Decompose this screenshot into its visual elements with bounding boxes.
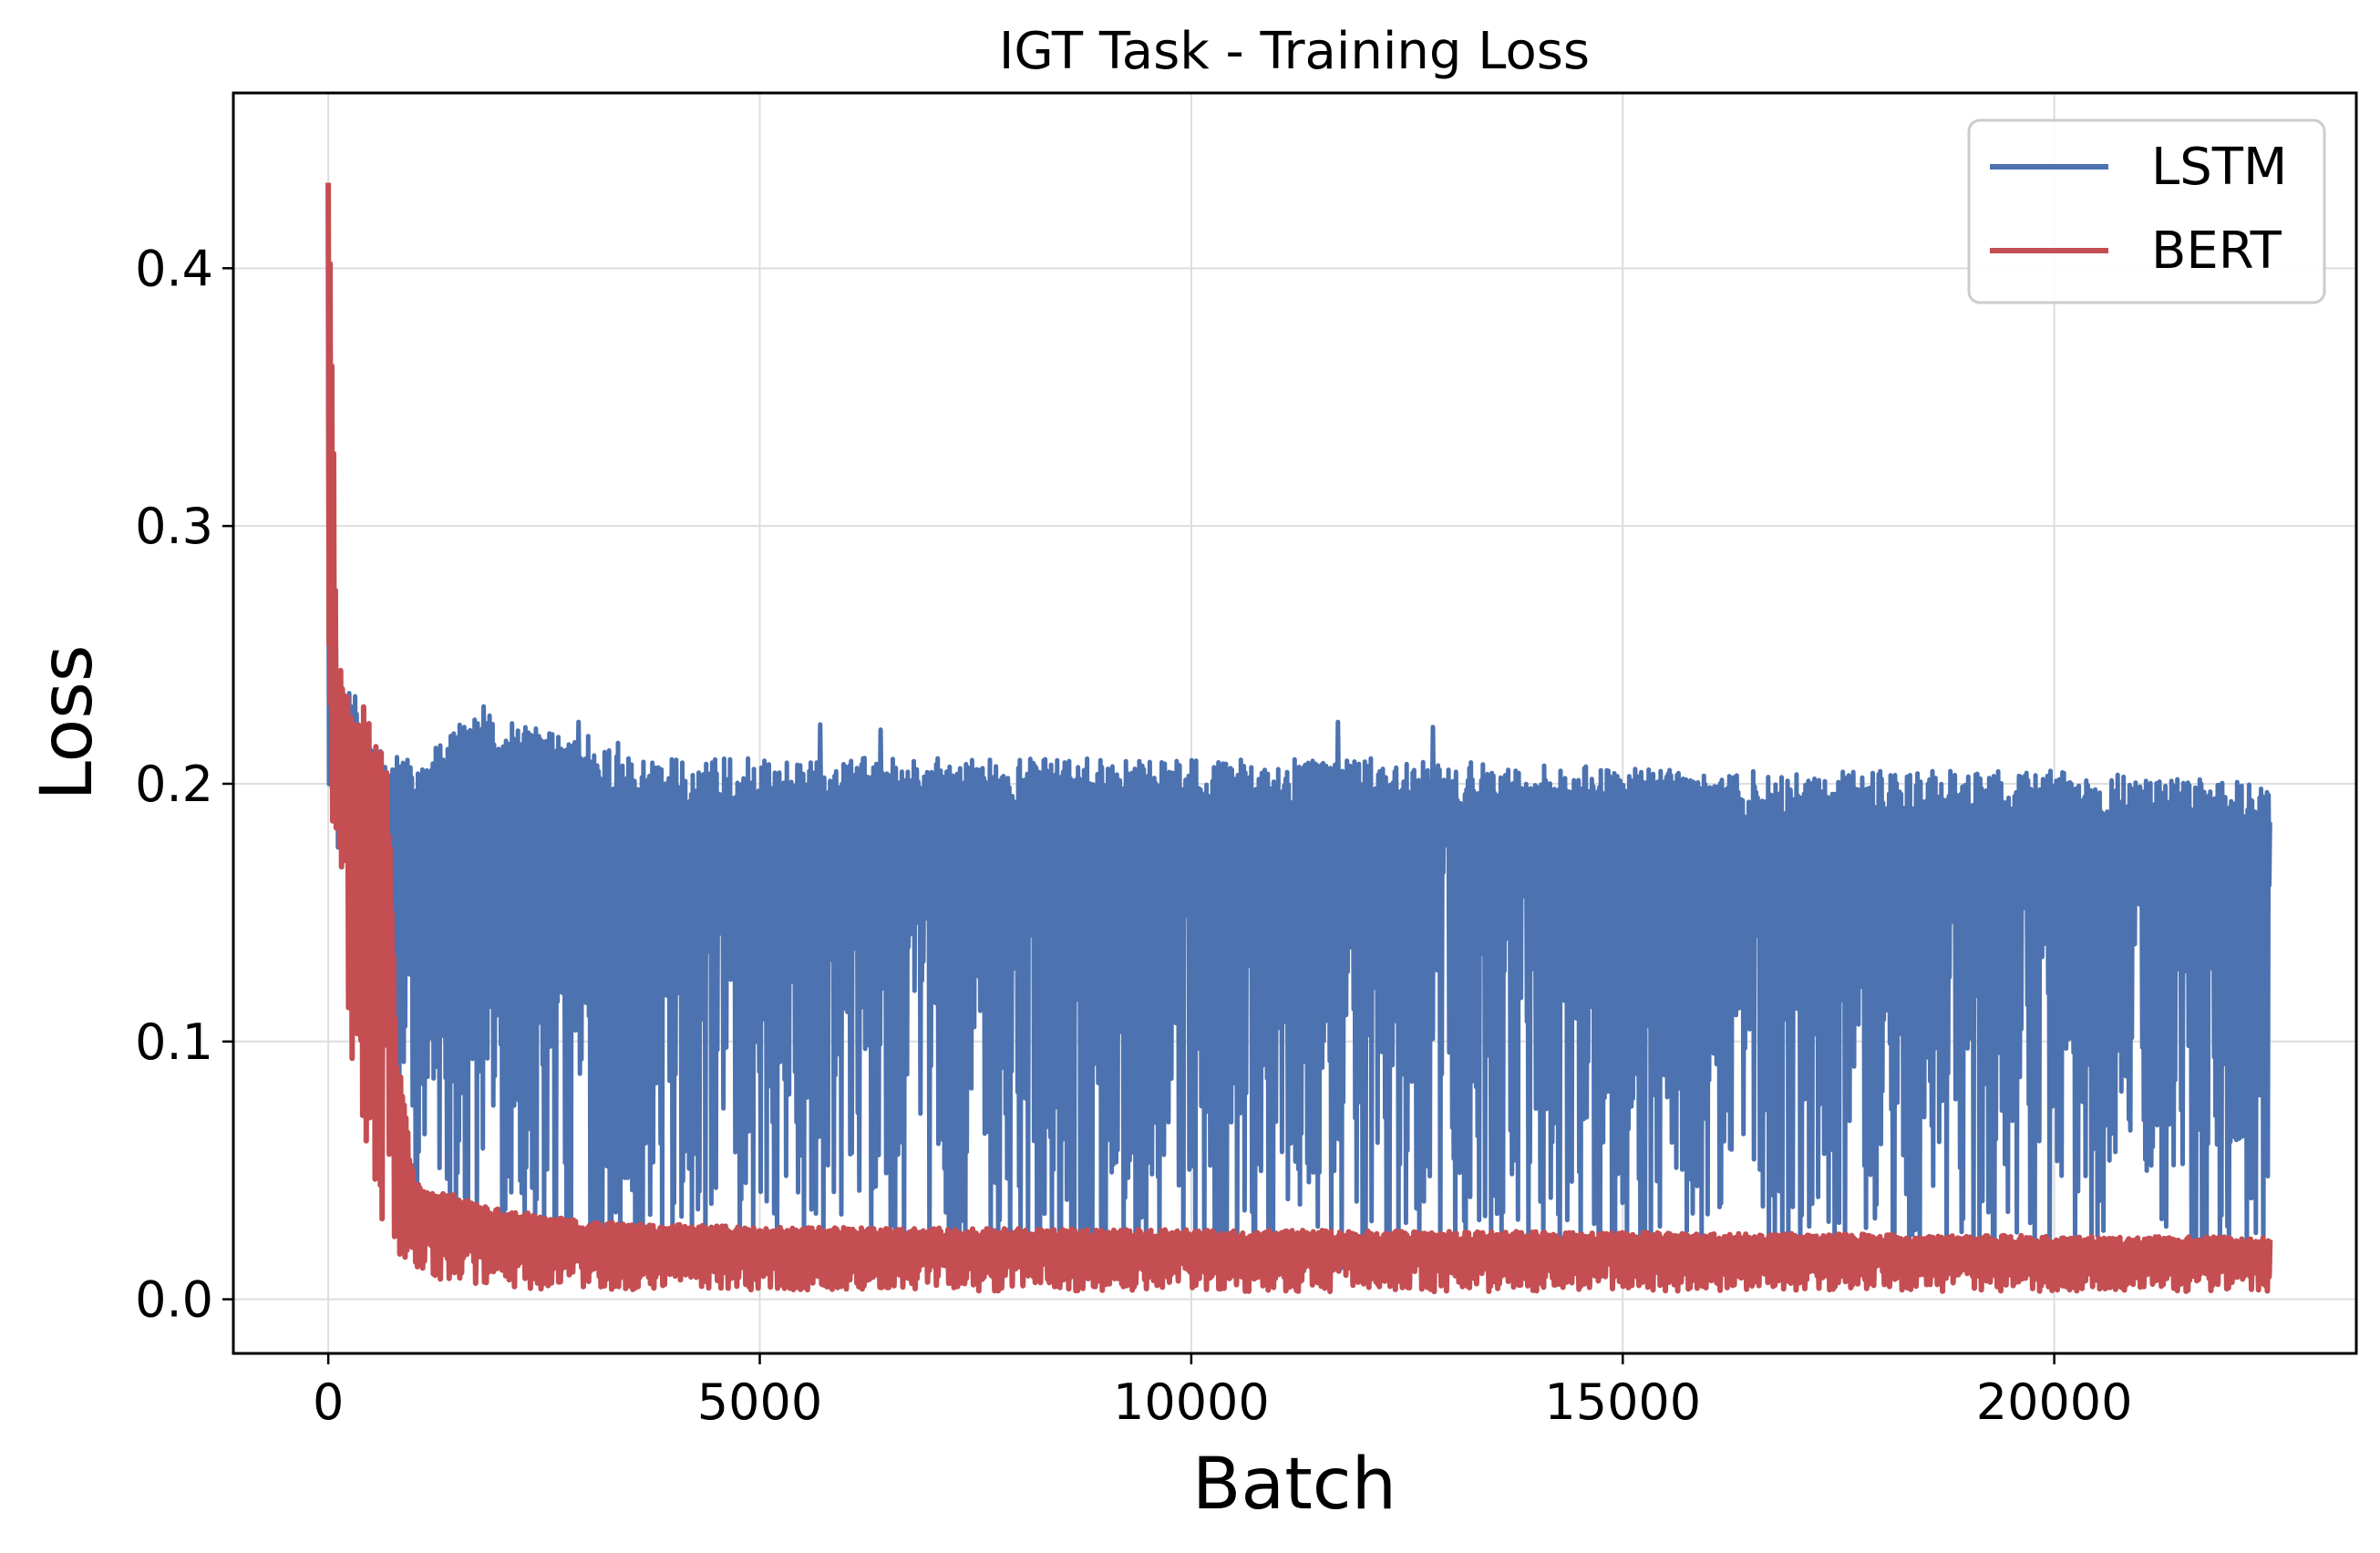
x-tick-label: 15000	[1544, 1373, 1701, 1431]
plot-area-frame	[232, 91, 2358, 1355]
legend-label-lstm: LSTM	[2151, 138, 2287, 197]
x-tick-label: 5000	[697, 1373, 822, 1431]
y-tick-label: 0.1	[135, 1013, 213, 1071]
x-axis-label: Batch	[1192, 1444, 1396, 1526]
series-line-lstm	[325, 346, 2272, 1276]
x-tick-label: 20000	[1976, 1373, 2133, 1431]
x-tick-label: 0	[313, 1373, 344, 1431]
x-tick-label: 10000	[1113, 1373, 1270, 1431]
y-tick-label: 0.2	[135, 756, 213, 813]
legend: LSTM BERT	[1967, 118, 2326, 304]
y-tick-label: 0.0	[135, 1271, 213, 1329]
series-line-bert	[325, 182, 2273, 1295]
axis-ticks: 0 5000 10000 15000 20000 0.0 0.1 0.2 0.3 0.4	[135, 240, 2132, 1431]
y-tick-label: 0.4	[135, 240, 213, 297]
series-lines	[325, 182, 2273, 1295]
y-axis-label: Loss	[26, 644, 108, 800]
chart-title: IGT Task - Training Loss	[999, 22, 1590, 81]
y-tick-label: 0.3	[135, 498, 213, 555]
legend-label-bert: BERT	[2151, 221, 2282, 281]
